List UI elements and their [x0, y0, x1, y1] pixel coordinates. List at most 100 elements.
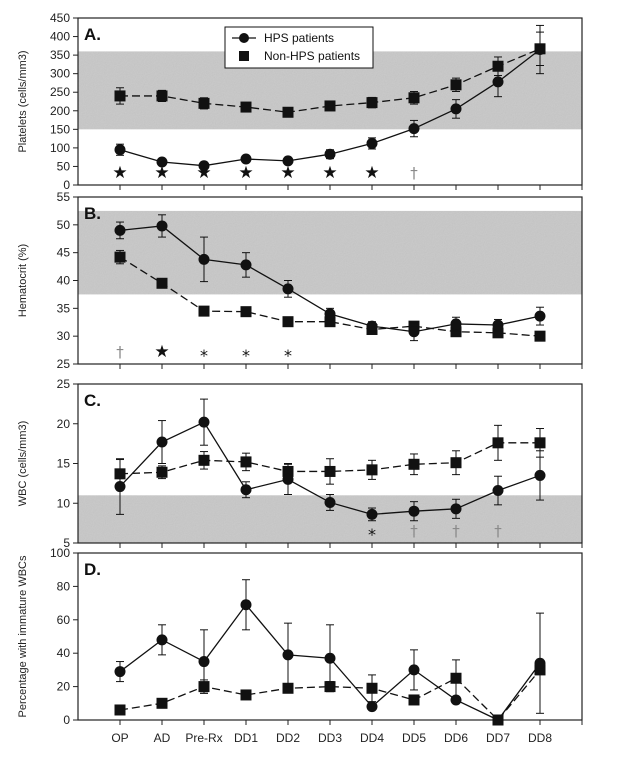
hps-point — [240, 484, 252, 496]
series-hps — [114, 579, 546, 726]
non-hps-point — [198, 305, 210, 317]
x-tick-label: DD3 — [318, 731, 342, 745]
normal-range-band — [78, 210, 582, 295]
hps-point — [198, 253, 210, 265]
non-hps-point — [156, 277, 168, 289]
non-hps-point — [282, 682, 294, 694]
hps-point — [408, 664, 420, 676]
hps-point — [324, 308, 336, 320]
x-tick-label: DD6 — [444, 731, 468, 745]
significance-marker: † — [410, 164, 418, 182]
significance-marker: * — [368, 525, 376, 544]
hps-point — [324, 652, 336, 664]
legend-box — [224, 26, 374, 69]
series-hps — [114, 398, 546, 522]
panel-letter: C. — [84, 391, 101, 410]
non-hps-point — [324, 465, 336, 477]
hps-point — [114, 224, 126, 236]
y-tick-label: 60 — [57, 613, 71, 627]
non-hps-point — [450, 79, 462, 91]
panel-B: 25 30 35 40 45 50 55 Hematocrit (%) B. † ★ * * * — [17, 190, 583, 371]
non-hps-point — [240, 101, 252, 113]
hps-point — [282, 155, 294, 167]
panel-letter: A. — [84, 25, 101, 44]
hps-point — [156, 634, 168, 646]
hps-point — [282, 649, 294, 661]
y-tick-label: 450 — [50, 11, 70, 25]
panel-letter: D. — [84, 560, 101, 579]
y-tick-label: 0 — [63, 713, 70, 727]
y-axis-title: WBC (cells/mm3) — [17, 421, 29, 507]
y-tick-label: 50 — [57, 218, 71, 232]
hps-point — [156, 220, 168, 232]
significance-marker: ★ — [364, 163, 379, 183]
significance-marker: ★ — [154, 163, 169, 183]
x-tick-label: DD2 — [276, 731, 300, 745]
y-tick-label: 15 — [57, 457, 71, 471]
hps-point — [156, 156, 168, 168]
significance-marker: † — [410, 522, 418, 540]
hps-point — [366, 320, 378, 332]
hps-point — [408, 123, 420, 135]
y-tick-label: 400 — [50, 30, 70, 44]
x-tick-label: DD8 — [528, 731, 552, 745]
significance-marker: * — [200, 346, 208, 365]
non-hps-point — [534, 437, 546, 449]
non-hps-point — [240, 456, 252, 468]
y-tick-label: 40 — [57, 646, 71, 660]
y-tick-label: 55 — [57, 190, 71, 204]
non-hps-point — [198, 454, 210, 466]
hps-point — [324, 148, 336, 160]
non-hps-point — [240, 689, 252, 701]
y-tick-label: 20 — [57, 417, 71, 431]
legend-hps-label: HPS patients — [264, 31, 334, 45]
hps-point — [240, 599, 252, 611]
series-hps — [114, 214, 546, 342]
panel-C: 5 10 15 20 25 WBC (cells/mm3) C. * † † † — [17, 377, 583, 550]
y-tick-label: 150 — [50, 122, 70, 136]
non-hps-point — [492, 437, 504, 449]
panel-D: 0 20 40 60 80 100 Percentage with immature WBC… — [17, 546, 583, 727]
y-tick-label: 0 — [63, 178, 70, 192]
non-hps-point — [156, 90, 168, 102]
y-tick-label: 100 — [50, 546, 70, 560]
y-tick-label: 200 — [50, 104, 70, 118]
hps-point — [366, 137, 378, 149]
non-hps-point — [114, 251, 126, 263]
y-tick-label: 20 — [57, 680, 71, 694]
non-hps-point — [408, 458, 420, 470]
significance-marker: * — [284, 346, 292, 365]
hps-point — [492, 714, 504, 726]
hps-point — [450, 503, 462, 515]
hps-point — [198, 160, 210, 172]
significance-marker: ★ — [280, 163, 295, 183]
non-hps-point — [240, 306, 252, 318]
legend-nonhps-label: Non-HPS patients — [264, 49, 360, 63]
non-hps-point — [366, 464, 378, 476]
y-axis-title: Platelets (cells/mm3) — [17, 50, 29, 152]
hps-point — [114, 666, 126, 678]
significance-marker: * — [242, 346, 250, 365]
hps-point — [492, 319, 504, 331]
x-tick-label: AD — [154, 731, 171, 745]
non-hps-line — [119, 669, 541, 721]
significance-marker: † — [494, 522, 502, 540]
y-axis-title: Percentage with immature WBCs — [17, 555, 29, 717]
non-hps-point — [198, 97, 210, 109]
hps-point — [240, 153, 252, 165]
hps-point — [198, 656, 210, 668]
non-hps-point — [450, 672, 462, 684]
non-hps-point — [450, 326, 462, 338]
y-tick-label: 30 — [57, 329, 71, 343]
legend-hps-marker — [239, 33, 249, 43]
non-hps-point — [366, 682, 378, 694]
x-tick-label: OP — [111, 731, 128, 745]
non-hps-point — [114, 704, 126, 716]
y-tick-label: 100 — [50, 141, 70, 155]
significance-marker: ★ — [196, 163, 211, 183]
y-tick-label: 250 — [50, 85, 70, 99]
x-tick-label: DD1 — [234, 731, 258, 745]
hps-point — [450, 694, 462, 706]
non-hps-point — [156, 697, 168, 709]
